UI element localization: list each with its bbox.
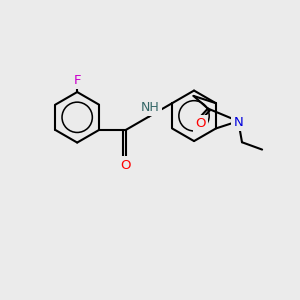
Text: NH: NH [141,100,160,114]
Text: N: N [233,116,243,129]
Text: O: O [121,158,131,172]
Text: F: F [74,74,81,87]
Text: O: O [195,117,206,130]
